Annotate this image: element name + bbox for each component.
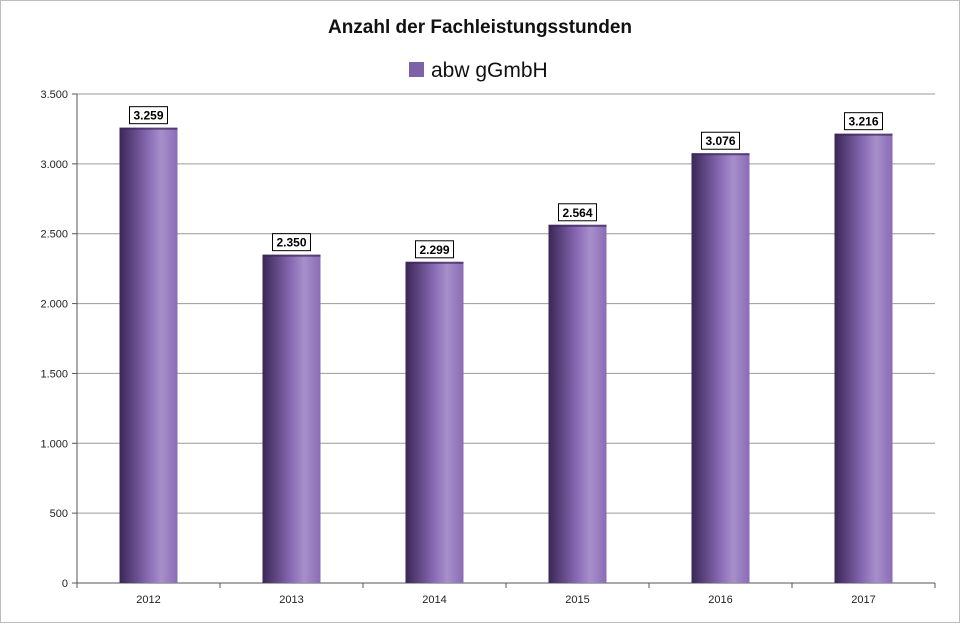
bar-2017 [834, 133, 893, 583]
y-tick-label: 1.500 [40, 368, 68, 380]
x-tick-label: 2014 [422, 594, 446, 606]
data-label-box [272, 233, 311, 252]
bar-top-edge [548, 224, 607, 227]
data-labels: 3.259 2.350 2.299 2.564 3.076 3.216 [129, 106, 883, 259]
gridlines [77, 93, 935, 514]
y-tick-label: 2.500 [40, 229, 68, 241]
x-tick-label: 2012 [136, 594, 160, 606]
y-tick-label: 0 [62, 578, 68, 590]
data-label-box [558, 203, 597, 222]
x-tick-label: 2017 [851, 594, 875, 606]
data-label-box [844, 112, 883, 131]
y-tick-label: 2.000 [40, 299, 68, 311]
data-label: 3.216 [848, 115, 878, 129]
bar-2013 [262, 254, 321, 583]
bar-top-edge [834, 133, 893, 136]
data-label: 3.259 [133, 109, 163, 123]
bar-top-edge [691, 153, 750, 156]
data-label: 2.350 [276, 236, 306, 250]
x-tick-label: 2016 [708, 594, 732, 606]
bar-2016 [691, 153, 750, 583]
bar-top-edge [262, 254, 321, 257]
y-tick-label: 3.500 [40, 89, 68, 101]
y-tick-label: 1.000 [40, 438, 68, 450]
bars [119, 127, 893, 583]
data-label-box [129, 106, 168, 125]
y-axis-ticks: 0 500 1.000 1.500 2.000 2.500 3.000 3.500 [40, 89, 77, 590]
x-axis-ticks: 2012 2013 2014 2015 2016 2017 [76, 583, 936, 606]
data-label: 2.299 [419, 243, 449, 257]
legend-swatch [409, 62, 424, 77]
data-label-box [415, 240, 454, 259]
legend: abw gGmbH [409, 59, 548, 82]
bar-2014 [405, 261, 464, 583]
data-label: 3.076 [705, 134, 735, 148]
y-tick-label: 500 [50, 508, 68, 520]
chart-title: Anzahl der Fachleistungsstunden [328, 17, 632, 38]
bar-top-edge [119, 127, 178, 130]
bar-2012 [119, 127, 178, 583]
data-label-box [701, 131, 740, 150]
y-tick-label: 3.000 [40, 159, 68, 171]
x-tick-label: 2015 [565, 594, 589, 606]
bar-2015 [548, 224, 607, 583]
data-label: 2.564 [562, 206, 592, 220]
bar-top-edge [405, 261, 464, 264]
axes [76, 94, 935, 584]
legend-label: abw gGmbH [431, 59, 548, 82]
x-tick-label: 2013 [279, 594, 303, 606]
